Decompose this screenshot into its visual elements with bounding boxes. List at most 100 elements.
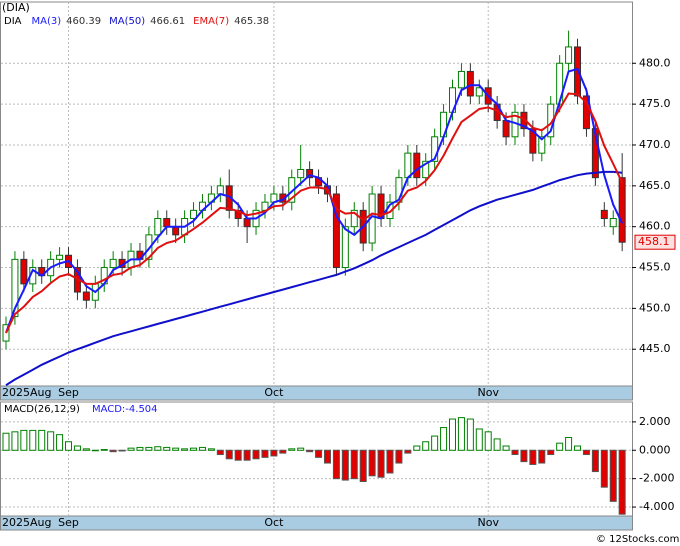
candle-body [306,168,314,179]
macd-bar [591,449,599,473]
macd-bar [457,417,465,451]
candle-body [243,218,251,228]
macd-bar [297,447,305,451]
candle-body [109,258,117,269]
macd-bar [118,449,126,452]
macd-bar [91,449,99,452]
macd-bar [243,449,251,461]
legend-ticker: DIA [4,16,22,27]
macd-bar [190,447,198,451]
y-tick-label: 0.000 [639,443,671,456]
macd-bar [395,449,403,464]
candle-body [297,168,305,179]
date-strip [0,515,633,531]
candle-body [618,177,626,243]
macd-bar [172,447,180,451]
macd-bar [493,438,501,451]
x-tick-label: Nov [477,386,499,399]
candle-body [350,209,358,228]
candle-body [565,46,573,64]
candle-body [216,185,224,195]
candle-body [475,87,483,97]
macd-bar [386,449,394,474]
candle-body [466,70,474,97]
x-tick-label: Sep [58,516,79,529]
x-tick-label: Oct [264,516,284,529]
macd-bar [145,446,153,451]
macd-bar [377,449,385,478]
candle-body [56,254,64,260]
macd-bar [216,449,224,456]
y-tick-label: 475.0 [639,97,671,110]
macd-bar [234,449,242,461]
macd-bar [100,449,108,451]
candle-body [591,128,599,179]
legend-name: MA(3) [32,16,62,27]
macd-bar [565,436,573,451]
y-tick-label: 460.0 [639,220,671,233]
y-tick-label: 470.0 [639,138,671,151]
macd-bar [484,431,492,451]
macd-bar [56,434,64,451]
candle-body [422,160,430,179]
candle-body [11,258,19,318]
candle-body [413,152,421,179]
macd-bar [502,445,510,451]
macd-bar [529,449,537,465]
macd-bar [261,449,269,458]
macd-bar [323,449,331,464]
candle-body [609,218,617,228]
macd-bar [127,447,135,451]
date-strip [0,385,633,401]
x-tick-label: 2025Aug [2,386,51,399]
macd-bar [556,442,564,451]
macd-bar [332,449,340,480]
macd-bar [431,435,439,451]
macd-bar [341,449,349,481]
watermark: © 12Stocks.com [596,534,679,545]
y-tick-label: 480.0 [639,56,671,69]
y-tick-label: 465.0 [639,179,671,192]
macd-bar [163,446,171,451]
plot-area [0,1,633,387]
candle-body [154,218,162,236]
macd-bar [315,449,323,458]
macd-bar [404,449,412,454]
y-tick-label: 2.000 [639,415,671,428]
macd-bar [359,449,367,483]
macd-bar [207,448,215,451]
last-price-label: 458.1 [638,235,670,248]
macd-bar [225,449,233,460]
line-series [5,92,624,334]
legend-value: 465.38 [234,16,269,27]
macd-bar [350,449,358,480]
macd-bar [538,449,546,464]
candle-body [190,209,198,220]
macd-bar [574,445,582,451]
macd-bar [520,449,528,463]
candle-body [341,226,349,269]
macd-bar [109,449,117,453]
legend-value: 466.61 [150,16,185,27]
legend-name: EMA(7) [193,16,229,27]
candle-body [163,218,171,228]
candle-body [457,70,465,89]
macd-bar [82,448,90,451]
legend-name: MA(50) [109,16,145,27]
candle-body [332,193,340,269]
line-series [5,170,623,387]
macd-bar [422,441,430,451]
x-tick-label: 2025Aug [2,516,51,529]
macd-bar [65,441,73,451]
macd-bar [618,449,626,515]
macd-bar [73,445,81,451]
panel-title: MACD(26,12,9) [4,404,80,415]
last-price-box [634,234,676,250]
macd-bar [38,429,46,451]
macd-bar [582,449,590,456]
macd-bar [511,449,519,456]
macd-bar [609,449,617,502]
y-tick-label: -4.000 [639,500,674,513]
macd-bar [475,428,483,451]
